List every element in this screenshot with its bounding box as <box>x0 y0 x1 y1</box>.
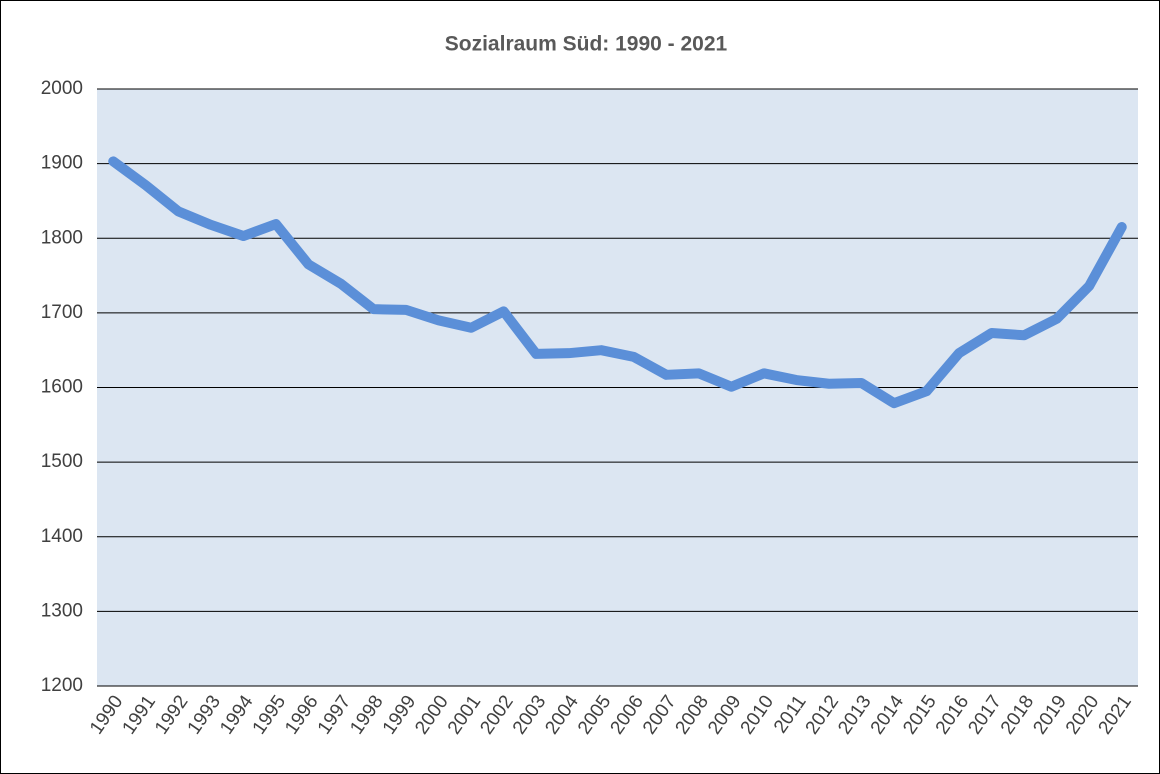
y-tick-label: 1500 <box>41 451 83 472</box>
y-tick-label: 1200 <box>41 675 83 696</box>
y-tick-label: 1400 <box>41 526 83 547</box>
chart-title: Sozialraum Süd: 1990 - 2021 <box>445 33 728 56</box>
y-tick-label: 1600 <box>41 377 83 398</box>
y-tick-label: 1300 <box>41 600 83 621</box>
y-tick-label: 1800 <box>41 227 83 248</box>
y-tick-label: 1900 <box>41 153 83 174</box>
y-tick-label: 1700 <box>41 302 83 323</box>
y-tick-label: 2000 <box>41 78 83 99</box>
data-line <box>108 156 1127 409</box>
